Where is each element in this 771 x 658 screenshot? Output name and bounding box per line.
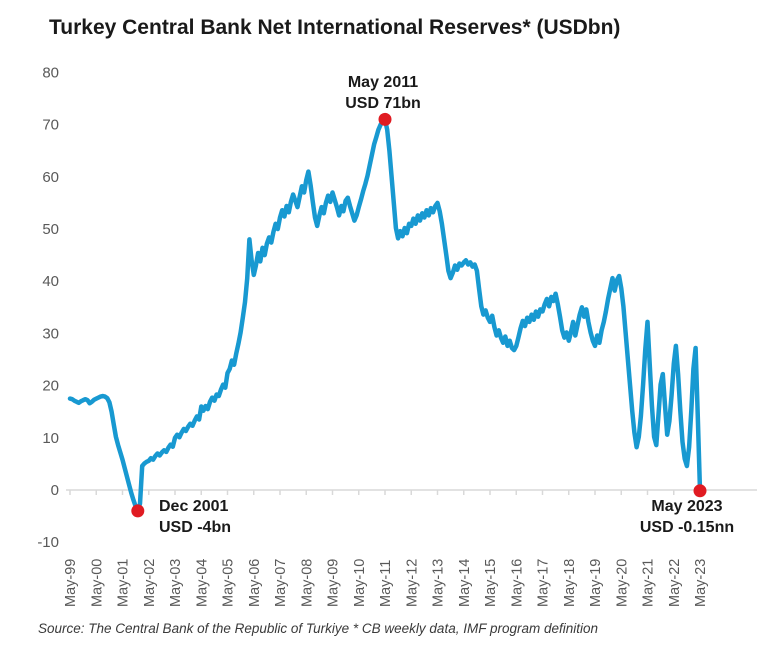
reserves-line: [67, 117, 703, 514]
annotation-end: May 2023 USD -0.15nn: [640, 496, 734, 538]
annotation-end-value: USD -0.15nn: [639, 519, 735, 536]
x-tick-label: May-22: [667, 559, 683, 607]
x-tick-label: May-11: [378, 560, 394, 607]
x-tick-label: May-05: [221, 559, 237, 607]
x-tick-label: May-17: [536, 559, 552, 607]
y-tick-label: 40: [42, 273, 59, 290]
x-tick-label: May-01: [116, 559, 132, 607]
annotation-trough-date: Dec 2001: [159, 498, 229, 515]
x-tick-label: May-15: [483, 559, 499, 607]
annotation-peak: May 2011 USD 71bn: [345, 72, 421, 114]
y-tick-label: 60: [42, 169, 59, 186]
y-tick-label: 10: [42, 430, 59, 447]
y-tick-label: 80: [42, 64, 59, 81]
x-tick-label: May-08: [299, 559, 315, 607]
x-tick-label: May-99: [63, 559, 79, 607]
x-tick-label: May-00: [89, 559, 105, 607]
x-tick-label: May-07: [273, 559, 289, 607]
y-tick-label: 30: [42, 325, 59, 342]
x-tick-label: May-20: [614, 559, 630, 607]
chart-title: Turkey Central Bank Net International Re…: [49, 16, 621, 39]
x-tick-label: May-03: [168, 559, 184, 607]
x-tick-label: May-09: [326, 559, 342, 607]
y-tick-label: 70: [42, 117, 59, 134]
y-tick-label: 0: [51, 482, 59, 499]
marker-dec-2001: [131, 504, 145, 518]
y-tick-label: -10: [37, 534, 59, 551]
x-tick-label: May-23: [693, 559, 709, 607]
x-tick-label: May-21: [641, 559, 657, 607]
marker-may-2011: [378, 112, 392, 126]
y-tick-label: 20: [42, 378, 59, 395]
x-tick-label: May-16: [509, 559, 525, 607]
x-tick-label: May-19: [588, 559, 604, 607]
y-tick-label: 50: [42, 221, 59, 238]
source-note: Source: The Central Bank of the Republic…: [38, 621, 599, 636]
x-tick-label: May-12: [404, 559, 420, 607]
annotation-trough: Dec 2001 USD -4bn: [159, 496, 231, 538]
x-tick-label: May-06: [247, 559, 263, 607]
x-tick-label: May-14: [457, 559, 473, 607]
marker-may-2023: [693, 484, 707, 498]
x-tick-label: May-13: [431, 559, 447, 607]
annotation-peak-date: May 2011: [347, 74, 419, 91]
annotation-trough-value: USD -4bn: [159, 519, 231, 536]
x-tick-label: May-02: [142, 559, 158, 607]
x-tick-label: May-04: [194, 559, 210, 607]
x-tick-label: May-10: [352, 559, 368, 607]
annotation-peak-value: USD 71bn: [345, 95, 421, 112]
annotation-end-date: May 2023: [651, 498, 723, 515]
x-tick-label: May-18: [562, 559, 578, 607]
